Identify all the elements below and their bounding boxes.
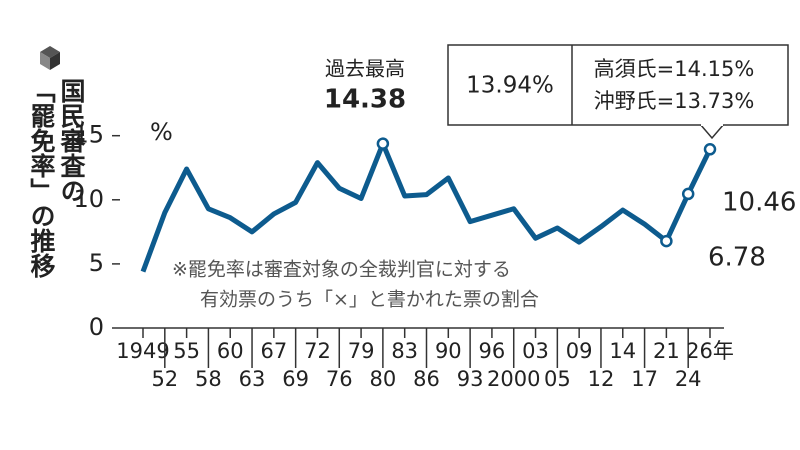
x-tick-label: 14 [609,339,636,363]
y-tick-label: 5 [89,249,104,277]
point [660,234,673,248]
value-label: 10.46 [722,188,796,218]
y-tick-label: 10 [73,185,104,213]
y-tick-label: 15 [73,121,104,149]
x-tick-label: 55 [173,339,200,363]
x-tick-label: 69 [282,367,309,391]
value-label: 6.78 [708,243,766,273]
x-tick-label: 79 [348,339,375,363]
x-tick-label: 60 [217,339,244,363]
x-tick-label: 52 [151,367,178,391]
x-tick-label: 72 [304,339,331,363]
y-tick-label: 0 [89,313,104,341]
x-tick-label: 12 [588,367,615,391]
data-line [140,141,713,273]
x-tick-label: 05 [544,367,571,391]
x-tick-label: 09 [566,339,593,363]
x-tick-label: 76 [326,367,353,391]
x-tick-label: 80 [370,367,397,391]
note: ※罷免率は審査対象の全裁判官に対する [172,259,511,281]
note: 有効票のうち「×」と書かれた票の割合 [200,289,539,311]
x-tick-label: 93 [457,367,484,391]
x-tick-label: 90 [435,339,462,363]
y-unit: % [150,118,173,146]
x-tick-label: 83 [391,339,418,363]
x-tick-label: 03 [522,339,549,363]
point [376,137,390,150]
title: 「罷免率」の推移 [27,78,56,279]
x-tick-label: 86 [413,367,440,391]
x-tick-label: 26年 [686,339,734,363]
title: 国民審査の [57,78,87,203]
value-label: 14.38 [324,85,406,115]
x-tick-label: 58 [195,367,222,391]
x-tick-label: 1949 [116,339,169,363]
peak-annotation: 過去最高 [325,57,405,81]
point [681,187,695,201]
icon [40,46,60,70]
x-tick-label: 21 [653,339,680,363]
callout [447,44,789,140]
x-tick-label: 67 [260,339,287,363]
x-tick-label: 17 [631,367,658,391]
x-tick-label: 2000 [487,367,540,391]
x-tick-label: 63 [239,367,266,391]
x-tick-label: 24 [675,367,702,391]
point [703,143,717,156]
callout-text: 沖野氏=13.73% [594,89,755,113]
value-label: 13.94% [466,73,554,99]
callout-text: 高須氏=14.15% [594,57,755,81]
x-tick-label: 96 [479,339,506,363]
